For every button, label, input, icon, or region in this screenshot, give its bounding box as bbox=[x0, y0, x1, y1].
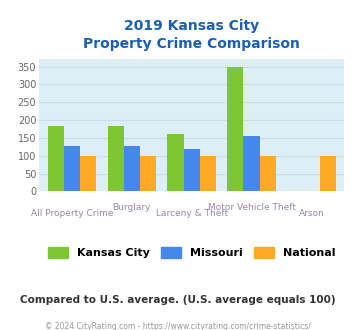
Bar bbox=[260, 156, 276, 191]
Bar bbox=[227, 67, 244, 191]
Legend: Kansas City, Missouri, National: Kansas City, Missouri, National bbox=[44, 242, 340, 262]
Bar bbox=[108, 126, 124, 191]
Text: Larceny & Theft: Larceny & Theft bbox=[155, 209, 228, 217]
Bar bbox=[244, 136, 260, 191]
Text: Burglary: Burglary bbox=[113, 203, 151, 212]
Bar bbox=[48, 126, 64, 191]
Text: Motor Vehicle Theft: Motor Vehicle Theft bbox=[208, 203, 296, 212]
Text: © 2024 CityRating.com - https://www.cityrating.com/crime-statistics/: © 2024 CityRating.com - https://www.city… bbox=[45, 322, 310, 330]
Text: All Property Crime: All Property Crime bbox=[31, 209, 113, 217]
Text: Arson: Arson bbox=[299, 209, 324, 217]
Bar bbox=[140, 156, 156, 191]
Text: Compared to U.S. average. (U.S. average equals 100): Compared to U.S. average. (U.S. average … bbox=[20, 295, 335, 305]
Bar bbox=[320, 156, 336, 191]
Bar bbox=[200, 156, 216, 191]
Bar bbox=[64, 146, 80, 191]
Title: 2019 Kansas City
Property Crime Comparison: 2019 Kansas City Property Crime Comparis… bbox=[83, 19, 300, 51]
Bar bbox=[80, 156, 96, 191]
Bar bbox=[184, 148, 200, 191]
Bar bbox=[124, 146, 140, 191]
Bar bbox=[168, 134, 184, 191]
